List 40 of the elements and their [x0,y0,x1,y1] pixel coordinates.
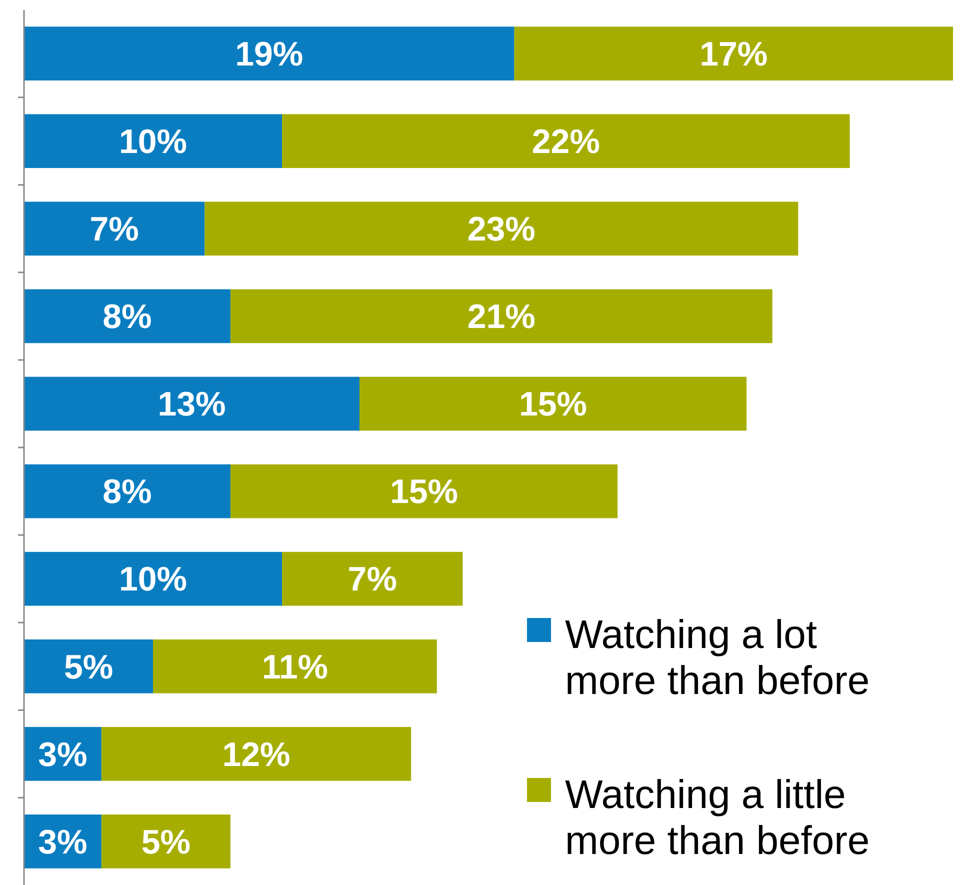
data-label: 22% [532,122,600,161]
bar [24,639,154,694]
data-label: 19% [235,35,304,74]
bar [24,376,360,431]
data-label: 11% [262,648,328,686]
bar [24,552,282,606]
data-label: 17% [700,35,768,74]
data-label: 21% [467,298,536,336]
bar [101,726,412,781]
data-label: 7% [348,560,397,599]
bar [153,639,437,694]
data-label: 12% [222,736,290,774]
bar [24,114,282,168]
data-label: 8% [102,298,152,336]
data-label: 13% [158,386,226,424]
bar [282,114,850,168]
data-label: 23% [467,210,536,249]
bar [359,376,747,431]
data-label: 3% [38,736,88,774]
bar [24,289,230,344]
bar [204,202,798,256]
data-label: 10% [118,560,188,599]
legend-label: Watching a little more than before [565,773,870,863]
bar [24,464,230,518]
bar [514,26,953,80]
data-label: 8% [102,473,152,512]
data-label: 7% [90,210,139,249]
legend-label: Watching a lot more than before [565,613,870,703]
bar [282,552,463,606]
data-label: 15% [518,386,588,424]
bar [24,202,205,256]
bar [230,464,618,518]
data-label: 15% [390,473,458,512]
data-label: 5% [141,823,190,862]
data-label: 3% [38,823,88,862]
data-label: 5% [64,648,114,686]
bar [101,814,230,868]
bar [230,289,772,344]
data-label: 10% [118,122,188,161]
bar [24,26,514,80]
